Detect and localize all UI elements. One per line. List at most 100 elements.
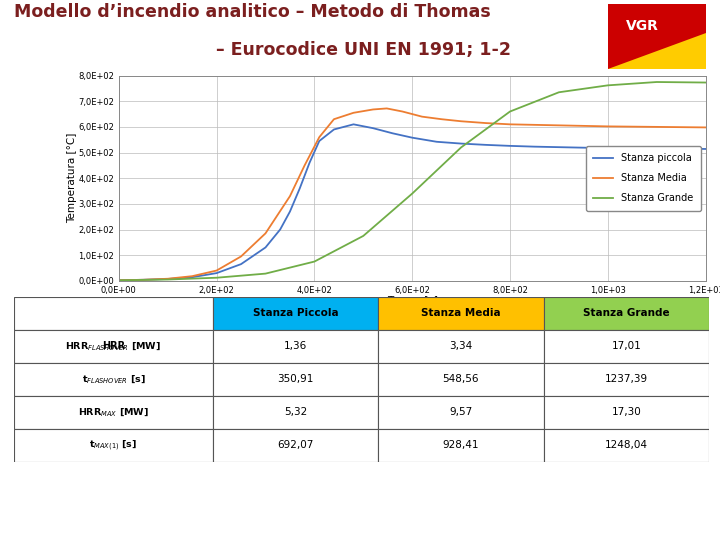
Stanza piccola — [237, 261, 246, 267]
Text: 1248,04: 1248,04 — [605, 440, 648, 450]
Text: 692,07: 692,07 — [277, 440, 314, 450]
Stanza Media — [369, 106, 377, 113]
Stanza Media — [628, 124, 636, 130]
Stanza piccola — [114, 277, 123, 284]
Stanza piccola — [388, 130, 397, 137]
Stanza Media — [677, 124, 685, 130]
Bar — [544, 396, 709, 429]
Stanza piccola — [330, 126, 338, 133]
Bar — [378, 429, 544, 462]
Stanza piccola — [212, 270, 221, 276]
Text: 1,36: 1,36 — [284, 341, 307, 352]
Legend: Stanza piccola, Stanza Media, Stanza Grande: Stanza piccola, Stanza Media, Stanza Gra… — [585, 146, 701, 211]
Stanza Media — [398, 108, 407, 114]
Text: 3,34: 3,34 — [449, 341, 472, 352]
Bar — [212, 429, 378, 462]
Stanza Grande — [310, 258, 319, 265]
Bar — [212, 297, 378, 330]
Stanza Media — [261, 230, 270, 237]
Polygon shape — [608, 33, 706, 69]
Stanza piccola — [188, 274, 197, 280]
Bar — [378, 297, 544, 330]
Stanza piccola — [408, 134, 416, 141]
Text: 350,91: 350,91 — [277, 374, 314, 384]
Text: 1237,39: 1237,39 — [605, 374, 648, 384]
Stanza Grande — [456, 144, 465, 151]
Stanza piccola — [652, 145, 661, 152]
Text: t$_{FLASHOVER}$ [s]: t$_{FLASHOVER}$ [s] — [81, 373, 145, 386]
Stanza piccola — [163, 276, 172, 282]
Stanza Media — [315, 134, 323, 140]
Stanza Media — [579, 123, 588, 129]
Bar — [212, 330, 378, 363]
Stanza Grande — [652, 79, 661, 85]
Bar — [14, 429, 212, 462]
Stanza piccola — [481, 141, 490, 148]
Bar — [14, 363, 212, 396]
Stanza piccola — [456, 140, 465, 147]
Stanza Grande — [212, 274, 221, 281]
Stanza piccola — [139, 276, 148, 283]
Bar — [544, 429, 709, 462]
Stanza piccola — [295, 185, 304, 192]
Y-axis label: Temperatura [°C]: Temperatura [°C] — [67, 133, 76, 224]
Line: Stanza Media: Stanza Media — [119, 109, 706, 280]
Stanza piccola — [628, 145, 636, 151]
Stanza Grande — [603, 82, 612, 89]
Text: 17,01: 17,01 — [611, 341, 642, 352]
Text: VGR: VGR — [626, 18, 659, 32]
Text: Stanza Piccola: Stanza Piccola — [253, 308, 338, 319]
Stanza Media — [530, 122, 539, 128]
Stanza Media — [603, 123, 612, 130]
Text: 548,56: 548,56 — [443, 374, 479, 384]
Stanza Media — [652, 124, 661, 130]
Text: HRR$_{FLASHOVER}$ [MW]: HRR$_{FLASHOVER}$ [MW] — [66, 340, 161, 353]
Stanza Grande — [505, 108, 514, 114]
Text: 9,57: 9,57 — [449, 407, 472, 417]
Bar — [378, 396, 544, 429]
Bar — [14, 330, 212, 363]
Stanza Media — [163, 275, 172, 282]
Stanza piccola — [554, 144, 563, 151]
X-axis label: Tempo [s]: Tempo [s] — [387, 296, 438, 306]
Text: Stanza Media: Stanza Media — [421, 308, 500, 319]
Stanza piccola — [276, 226, 284, 233]
Text: HRR$_{MAX}$ [MW]: HRR$_{MAX}$ [MW] — [78, 406, 149, 418]
Stanza Media — [554, 122, 563, 129]
Stanza piccola — [701, 146, 710, 152]
Text: 5,32: 5,32 — [284, 407, 307, 417]
Stanza Media — [139, 276, 148, 283]
Bar — [212, 396, 378, 429]
Text: HRR: HRR — [102, 341, 125, 352]
Text: Facoltà di Ingegneria Civile e Industriale: Facoltà di Ingegneria Civile e Industria… — [225, 488, 495, 501]
Stanza piccola — [505, 143, 514, 149]
Bar — [544, 363, 709, 396]
Stanza piccola — [286, 208, 294, 215]
Text: 928,41: 928,41 — [443, 440, 479, 450]
Stanza Media — [114, 277, 123, 284]
Text: SAPIENZA
Università di Roma: SAPIENZA Università di Roma — [24, 494, 120, 513]
Stanza Grande — [163, 276, 172, 283]
Stanza piccola — [579, 144, 588, 151]
Stanza Grande — [359, 233, 368, 239]
Stanza Media — [330, 116, 338, 123]
Stanza piccola — [305, 160, 314, 166]
Stanza Media — [300, 162, 309, 168]
Text: Stanza Grande: Stanza Grande — [583, 308, 670, 319]
Line: Stanza Grande: Stanza Grande — [119, 82, 720, 280]
Stanza Grande — [114, 277, 123, 284]
Line: Stanza piccola: Stanza piccola — [119, 124, 706, 280]
Stanza Media — [286, 193, 294, 199]
Stanza piccola — [530, 144, 539, 150]
Stanza piccola — [432, 139, 441, 145]
Stanza Grande — [261, 271, 270, 277]
Stanza Grande — [408, 191, 416, 197]
Stanza piccola — [315, 138, 323, 144]
Stanza piccola — [677, 145, 685, 152]
Stanza Media — [456, 118, 465, 125]
Stanza Media — [382, 105, 391, 112]
Text: 17,30: 17,30 — [611, 407, 642, 417]
Stanza Media — [349, 110, 358, 116]
Bar — [378, 363, 544, 396]
Stanza Media — [481, 120, 490, 126]
